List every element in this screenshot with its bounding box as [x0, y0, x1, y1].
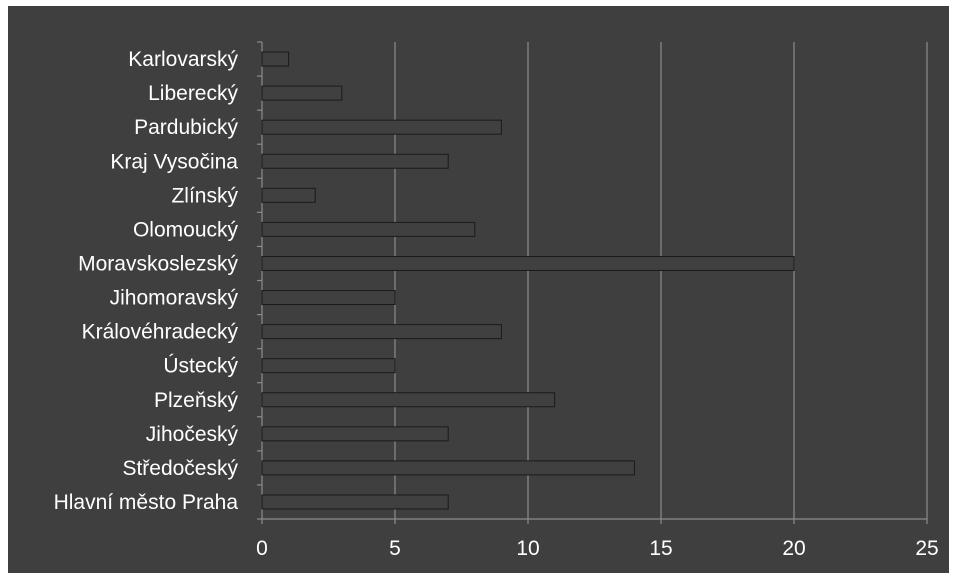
category-label: Pardubický	[134, 116, 238, 139]
category-label: Liberecký	[148, 82, 238, 105]
chart-background	[8, 6, 949, 573]
bar-13	[261, 51, 290, 67]
category-label: Královéhradecký	[82, 321, 239, 344]
category-label: Jihočeský	[146, 423, 239, 446]
bar-3	[261, 392, 556, 408]
x-tick-label: 25	[915, 537, 938, 560]
bars	[261, 51, 795, 510]
bar-10	[261, 153, 449, 169]
category-label: Plzeňský	[154, 389, 239, 412]
x-tick-label: 10	[516, 537, 539, 560]
category-label: Hlavní město Praha	[54, 491, 239, 514]
bar-7	[261, 255, 795, 271]
category-label: Zlínský	[171, 184, 238, 207]
bar-11	[261, 119, 502, 135]
category-label: Olomoucký	[133, 218, 239, 241]
bar-8	[261, 221, 476, 237]
category-label: Karlovarský	[128, 48, 238, 71]
tick-labels: 0 5 10 15 20 25	[256, 537, 939, 560]
bar-2	[261, 426, 449, 442]
category-label: Moravskoslezský	[78, 252, 238, 275]
x-tick-label: 15	[649, 537, 672, 560]
category-labels: Hlavní město Praha Středočeský Jihočeský Pl…	[54, 48, 239, 514]
bar-6	[261, 290, 396, 306]
bar-5	[261, 324, 502, 340]
bar-9	[261, 187, 316, 203]
x-tick-label: 0	[256, 537, 268, 560]
category-label: Ústecký	[163, 355, 238, 378]
bar-0	[261, 494, 449, 510]
bar-1	[261, 460, 635, 476]
category-label: Středočeský	[122, 457, 238, 480]
category-label: Jihomoravský	[110, 287, 239, 310]
category-label: Kraj Vysočina	[110, 150, 238, 173]
x-tick-label: 20	[782, 537, 805, 560]
x-tick-label: 5	[389, 537, 401, 560]
bar-12	[261, 85, 343, 101]
bar-4	[261, 358, 396, 374]
